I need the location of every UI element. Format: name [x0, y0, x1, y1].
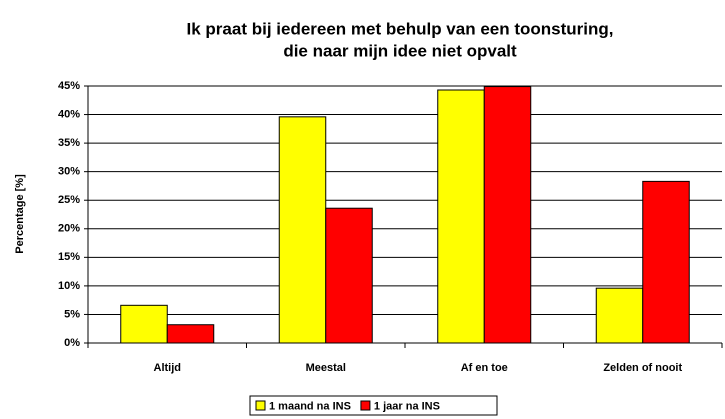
x-tick-label: Meestal: [306, 362, 346, 374]
bar: [437, 89, 485, 344]
legend-label: 1 jaar na INS: [374, 400, 440, 412]
y-tick-label: 5%: [64, 308, 80, 320]
y-tick-label: 40%: [58, 108, 80, 120]
bar: [166, 324, 215, 344]
legend-box: [249, 395, 498, 416]
bar: [325, 207, 373, 344]
y-tick-label: 0%: [64, 337, 80, 349]
legend-swatch: [360, 400, 371, 411]
y-tick-label: 15%: [58, 251, 80, 263]
bar: [278, 116, 327, 344]
y-tick-label: 35%: [58, 137, 80, 149]
bar: [120, 304, 168, 344]
y-tick-label: 45%: [58, 80, 80, 92]
y-tick-label: 10%: [58, 280, 80, 292]
y-axis-label: Percentage [%]: [14, 174, 26, 254]
chart-title: die naar mijn idee niet opvalt: [283, 41, 517, 60]
y-tick-label: 25%: [58, 194, 80, 206]
legend-label: 1 maand na INS: [269, 400, 351, 412]
x-tick-label: Altijd: [154, 362, 182, 374]
bar: [483, 86, 532, 344]
x-tick-label: Af en toe: [461, 362, 508, 374]
legend-swatch: [255, 400, 266, 411]
bar: [595, 287, 644, 344]
x-tick-label: Zelden of nooit: [603, 362, 682, 374]
bar: [642, 180, 690, 344]
y-tick-label: 30%: [58, 166, 80, 178]
y-tick-label: 20%: [58, 223, 80, 235]
chart-title: Ik praat bij iedereen met behulp van een…: [187, 19, 614, 38]
